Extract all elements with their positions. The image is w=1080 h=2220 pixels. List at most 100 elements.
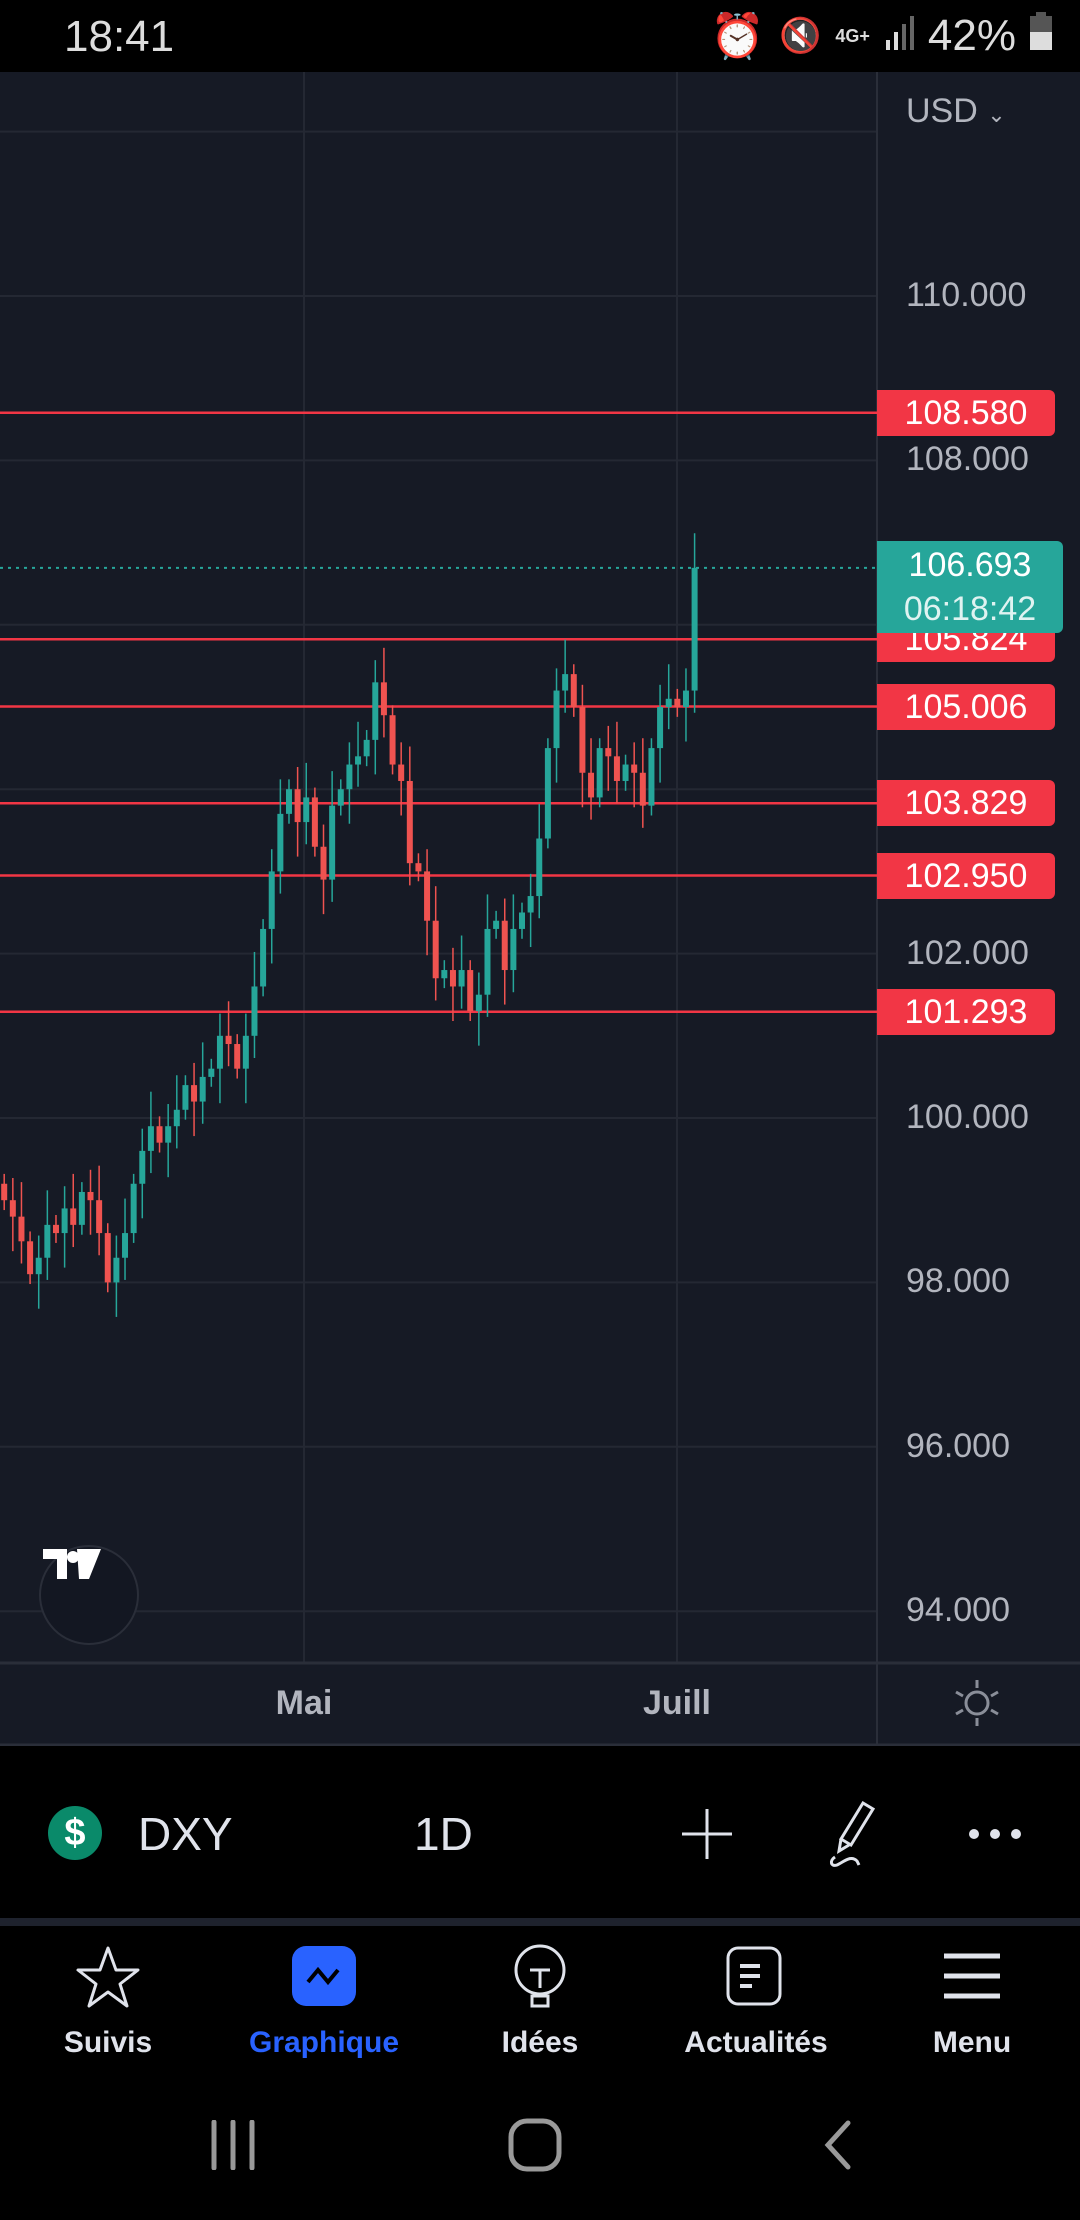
candle-body bbox=[691, 567, 698, 691]
candle-body bbox=[87, 1191, 94, 1201]
candle-body bbox=[588, 772, 595, 798]
candle-body bbox=[182, 1085, 189, 1110]
currency-selector[interactable]: USD ⌄ bbox=[906, 92, 1006, 130]
candle-body bbox=[216, 1035, 223, 1069]
candle-body bbox=[337, 789, 344, 806]
candle-body bbox=[510, 928, 517, 971]
candle-body bbox=[544, 748, 551, 839]
candle-body bbox=[70, 1208, 77, 1225]
home-icon[interactable] bbox=[508, 2118, 562, 2177]
candle-body bbox=[372, 682, 379, 740]
candle-body bbox=[61, 1208, 68, 1234]
horizontal-line-label: 102.950 bbox=[877, 852, 1055, 899]
candle-body bbox=[449, 970, 456, 987]
clock: 18:41 bbox=[64, 12, 175, 61]
candle-body bbox=[113, 1257, 120, 1283]
vibrate-icon: 🔇 bbox=[779, 17, 822, 55]
price-axis-label: 102.000 bbox=[906, 933, 1029, 972]
candle-body bbox=[398, 764, 405, 781]
candle-body bbox=[122, 1233, 129, 1258]
nav-menu[interactable]: Menu bbox=[864, 1926, 1080, 2090]
chart-canvas[interactable] bbox=[0, 72, 1080, 1746]
candle-body bbox=[674, 698, 681, 707]
news-icon bbox=[724, 1944, 788, 2008]
candle-body bbox=[519, 912, 525, 929]
divider bbox=[0, 1918, 1080, 1926]
nav-idees[interactable]: Idées bbox=[432, 1926, 648, 2090]
candle-body bbox=[622, 764, 629, 781]
candle-body bbox=[35, 1257, 42, 1275]
bottom-nav: Suivis Graphique Idées Actualités Menu bbox=[0, 1926, 1080, 2090]
candle-body bbox=[639, 772, 646, 806]
tradingview-logo[interactable] bbox=[39, 1545, 139, 1645]
candle-body bbox=[363, 739, 370, 757]
battery-icon bbox=[1030, 11, 1052, 61]
candle-body bbox=[570, 674, 577, 707]
symbol-button[interactable]: DXY bbox=[138, 1808, 233, 1860]
candle-body bbox=[260, 928, 267, 987]
price-axis-label: 110.000 bbox=[906, 276, 1027, 314]
horizontal-line-label: 101.293 bbox=[877, 988, 1055, 1035]
signal-icon bbox=[884, 11, 914, 61]
candle-body bbox=[225, 1035, 232, 1045]
last-price-label: 106.693 06:18:42 bbox=[877, 540, 1063, 633]
settings-sun-icon[interactable] bbox=[952, 1678, 1002, 1728]
recent-apps-icon[interactable] bbox=[208, 2119, 258, 2175]
candle-body bbox=[484, 928, 491, 995]
candle-body bbox=[139, 1150, 146, 1184]
price-axis-label: 98.000 bbox=[906, 1262, 1010, 1301]
more-icon[interactable] bbox=[960, 1799, 1030, 1869]
candle-body bbox=[44, 1224, 51, 1258]
candle-body bbox=[613, 756, 620, 781]
candle-body bbox=[657, 707, 664, 749]
back-icon[interactable] bbox=[820, 2120, 856, 2175]
candle-body bbox=[173, 1109, 180, 1127]
candle-body bbox=[458, 970, 465, 987]
candle-body bbox=[415, 863, 422, 872]
candle-body bbox=[605, 748, 612, 757]
candle-body bbox=[78, 1191, 85, 1225]
price-axis-label: 100.000 bbox=[906, 1098, 1029, 1136]
candle-body bbox=[596, 748, 603, 798]
candle-body bbox=[165, 1126, 172, 1143]
candle-body bbox=[501, 920, 508, 971]
candle-body bbox=[329, 805, 336, 880]
network-4g-icon: 4G+ bbox=[835, 25, 870, 46]
horizontal-line-label: 108.580 bbox=[877, 389, 1055, 436]
candle-body bbox=[380, 682, 387, 716]
candle-body bbox=[242, 1035, 249, 1069]
candle-body bbox=[424, 871, 431, 921]
candle-body bbox=[251, 986, 258, 1036]
candle-body bbox=[631, 764, 638, 773]
candle-body bbox=[52, 1224, 59, 1234]
candle-body bbox=[303, 797, 310, 823]
candle-body bbox=[277, 813, 284, 872]
candle-body bbox=[104, 1233, 111, 1283]
candle-body bbox=[579, 707, 586, 773]
candle-body bbox=[208, 1068, 215, 1077]
candle-body bbox=[682, 690, 689, 707]
candle-body bbox=[648, 748, 655, 806]
chart-icon bbox=[292, 1944, 356, 2008]
dollar-icon: $ bbox=[48, 1806, 102, 1860]
interval-button[interactable]: 1D bbox=[414, 1808, 473, 1860]
candle-body bbox=[96, 1200, 103, 1234]
price-chart[interactable]: USD ⌄ 110.000 108.000 102.000 100.000 98.000… bbox=[0, 72, 1080, 1746]
candle-body bbox=[147, 1126, 154, 1151]
price-axis-label: 96.000 bbox=[906, 1426, 1010, 1465]
nav-suivis[interactable]: Suivis bbox=[0, 1926, 216, 2090]
drawing-pencil-icon[interactable] bbox=[815, 1799, 885, 1869]
time-label-juill: Juill bbox=[642, 1684, 712, 1722]
candle-body bbox=[432, 920, 439, 979]
horizontal-line-label: 105.006 bbox=[877, 683, 1055, 730]
lightbulb-icon bbox=[508, 1944, 572, 2008]
candle-body bbox=[199, 1076, 206, 1102]
nav-graphique[interactable]: Graphique bbox=[216, 1926, 432, 2090]
candle-body bbox=[389, 715, 396, 765]
candle-body bbox=[311, 797, 318, 847]
candle-body bbox=[156, 1126, 163, 1143]
time-label-mai: Mai bbox=[275, 1684, 333, 1722]
nav-actualites[interactable]: Actualités bbox=[648, 1926, 864, 2090]
plus-icon[interactable] bbox=[672, 1799, 742, 1869]
candle-body bbox=[285, 789, 292, 814]
